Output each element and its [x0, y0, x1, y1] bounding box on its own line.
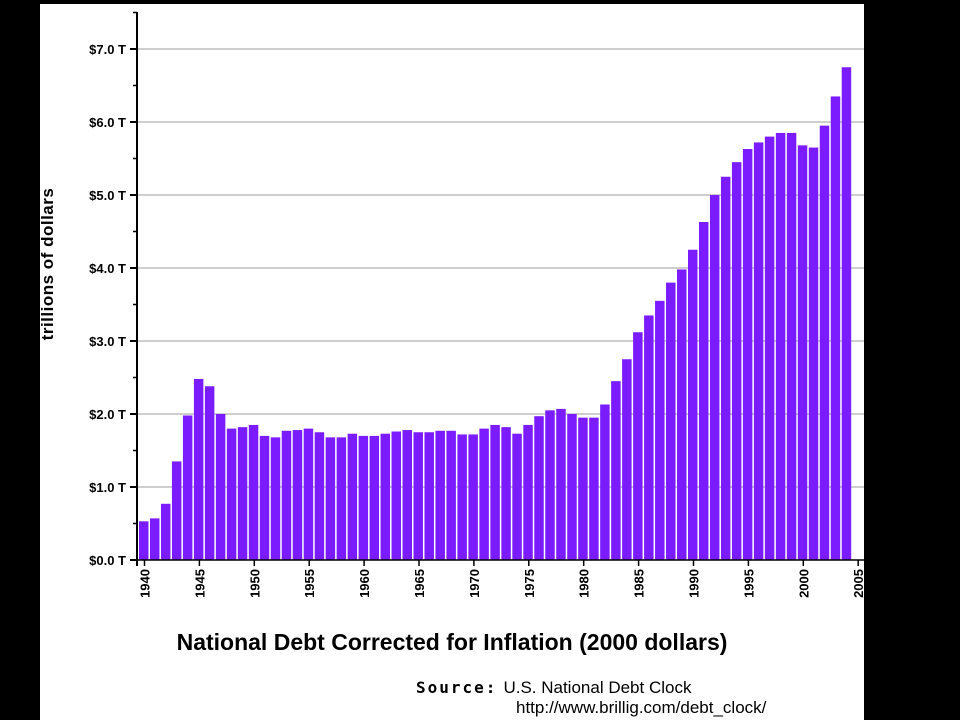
bar-2000: [797, 145, 808, 561]
bar-1944: [182, 415, 193, 560]
bar-1956: [314, 432, 325, 560]
bar-1997: [764, 136, 775, 560]
bar-1976: [534, 416, 544, 560]
bar-1955: [303, 428, 314, 560]
y-tick-label: $7.0 T: [89, 42, 126, 57]
x-tick-label: 1995: [741, 569, 756, 598]
source-label: Source:: [416, 678, 498, 697]
bar-1960: [358, 435, 369, 560]
y-tick-label: $2.0 T: [89, 407, 126, 422]
x-tick-label: 2005: [851, 569, 864, 598]
bar-1952: [270, 437, 281, 560]
bar-1951: [259, 435, 270, 560]
bar-1979: [567, 414, 577, 560]
bar-1994: [731, 162, 742, 560]
chart-svg: $0.0 T $1.0 T $2.0 T $3.0 T $4.0 T $5.0 T $6.0…: [89, 11, 864, 598]
bar-1943: [171, 461, 182, 560]
x-tick-label: 1960: [357, 569, 372, 598]
y-axis-label-container: trillions of dollars: [38, 124, 58, 404]
source-text: U.S. National Debt Clock: [503, 678, 692, 697]
bar-1984: [622, 359, 632, 560]
bar-1948: [226, 428, 237, 560]
x-tick-label: 2000: [796, 569, 811, 598]
bar-1996: [753, 142, 764, 560]
bar-1985: [633, 332, 643, 560]
bar-1964: [402, 430, 412, 560]
bar-2003: [830, 96, 841, 560]
bar-1967: [435, 430, 445, 560]
bar-1950: [248, 424, 259, 560]
bar-1981: [589, 417, 599, 560]
y-tick-label: $3.0 T: [89, 334, 126, 349]
bar-1966: [424, 432, 434, 560]
source-url: http://www.brillig.com/debt_clock/: [516, 698, 767, 717]
bar-1940: [139, 521, 149, 560]
x-tick-label: 1980: [577, 569, 592, 598]
bar-1949: [237, 427, 248, 560]
bar-1988: [666, 282, 676, 560]
chart-panel: $0.0 T $1.0 T $2.0 T $3.0 T $4.0 T $5.0 T $6.0…: [38, 4, 864, 720]
bar-2004: [841, 67, 852, 560]
bar-1961: [369, 435, 380, 560]
x-tick-label: 1965: [412, 569, 427, 598]
bar-1987: [655, 300, 665, 560]
bar-1978: [556, 408, 566, 560]
bar-2001: [808, 147, 819, 561]
bar-2002: [819, 125, 830, 561]
bar-1941: [149, 518, 160, 560]
bar-1965: [413, 432, 423, 560]
x-tick-label: 1985: [632, 569, 647, 598]
bar-1995: [742, 149, 753, 560]
bar-1945: [193, 378, 204, 560]
source-note: Source: U.S. National Debt Clock http://w…: [416, 678, 766, 718]
y-axis-label: trillions of dollars: [38, 187, 57, 341]
x-tick-label: 1990: [686, 569, 701, 598]
bar-1989: [677, 269, 687, 560]
bar-1974: [512, 433, 522, 560]
bar-1993: [720, 176, 731, 560]
bar-1999: [786, 132, 797, 560]
x-tick-label: 1955: [302, 569, 317, 598]
x-tick-label: 1945: [192, 569, 207, 598]
y-tick-label: $1.0 T: [89, 480, 126, 495]
y-tick-label: $5.0 T: [89, 188, 126, 203]
bar-1958: [336, 437, 347, 560]
bar-1970: [468, 434, 478, 560]
y-tick-label: $6.0 T: [89, 115, 126, 130]
bar-1968: [446, 430, 456, 560]
bar-1986: [644, 315, 654, 560]
bar-1962: [380, 433, 391, 560]
x-tick-label: 1975: [522, 569, 537, 598]
x-tick-label: 1950: [247, 569, 262, 598]
y-tick-label: $0.0 T: [89, 553, 126, 568]
bar-1972: [490, 424, 500, 560]
bar-1982: [600, 404, 610, 560]
bar-1954: [292, 430, 303, 560]
bar-1977: [545, 410, 555, 560]
bar-1942: [160, 503, 171, 560]
bar-1992: [709, 195, 720, 560]
bar-1946: [204, 386, 215, 560]
bar-1963: [391, 431, 402, 560]
bar-1975: [523, 424, 533, 560]
bar-1991: [698, 222, 709, 560]
bar-1983: [611, 381, 621, 560]
x-tick-label: 1970: [467, 569, 482, 598]
bar-1998: [775, 132, 786, 560]
bar-1973: [501, 427, 511, 560]
bar-1990: [688, 249, 698, 560]
chart-title: National Debt Corrected for Inflation (2…: [176, 629, 728, 655]
bar-1959: [347, 433, 358, 560]
bar-1947: [215, 414, 226, 560]
bar-1969: [457, 434, 467, 560]
y-tick-label: $4.0 T: [89, 261, 126, 276]
bar-1980: [578, 417, 588, 560]
bar-1953: [281, 430, 292, 560]
bar-1971: [479, 428, 489, 560]
x-tick-label: 1940: [137, 569, 152, 598]
bar-1957: [325, 437, 336, 560]
